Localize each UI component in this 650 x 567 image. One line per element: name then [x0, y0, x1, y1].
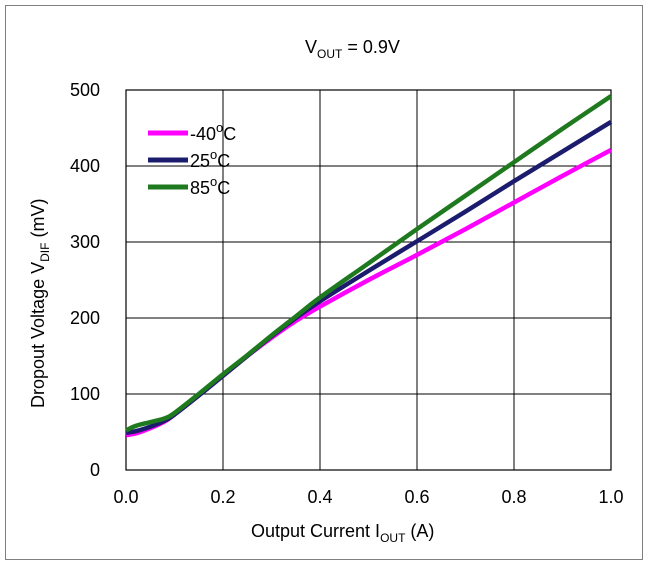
x-tick-label: 0.4 [307, 487, 332, 507]
series-lines [124, 94, 613, 438]
x-tick-label: 0.0 [113, 487, 138, 507]
y-tick-labels: 0 100 200 300 400 500 [70, 80, 100, 480]
chart-frame [5, 5, 643, 560]
x-tick-label: 0.6 [404, 487, 429, 507]
y-tick-label: 500 [70, 80, 100, 100]
x-tick-labels: 0.0 0.2 0.4 0.6 0.8 1.0 [113, 487, 623, 507]
y-tick-label: 0 [90, 460, 100, 480]
chart-title: VOUT = 0.9V [305, 37, 400, 61]
legend-label: 85oC [190, 174, 230, 198]
x-tick-label: 1.0 [598, 487, 623, 507]
y-axis-label: Dropout Voltage VDIF (mV) [28, 199, 52, 408]
x-tick-label: 0.2 [210, 487, 235, 507]
plot-border [125, 89, 612, 471]
y-tick-label: 200 [70, 308, 100, 328]
x-axis-label: Output Current IOUT (A) [251, 521, 434, 545]
y-tick-label: 300 [70, 232, 100, 252]
legend-label: -40oC [190, 120, 236, 144]
series-line-3 [124, 94, 613, 433]
legend-label: 25oC [190, 147, 230, 171]
x-tick-label: 0.8 [501, 487, 526, 507]
y-tick-label: 400 [70, 156, 100, 176]
legend: -40oC 25oC 85oC [148, 120, 236, 198]
y-tick-label: 100 [70, 384, 100, 404]
